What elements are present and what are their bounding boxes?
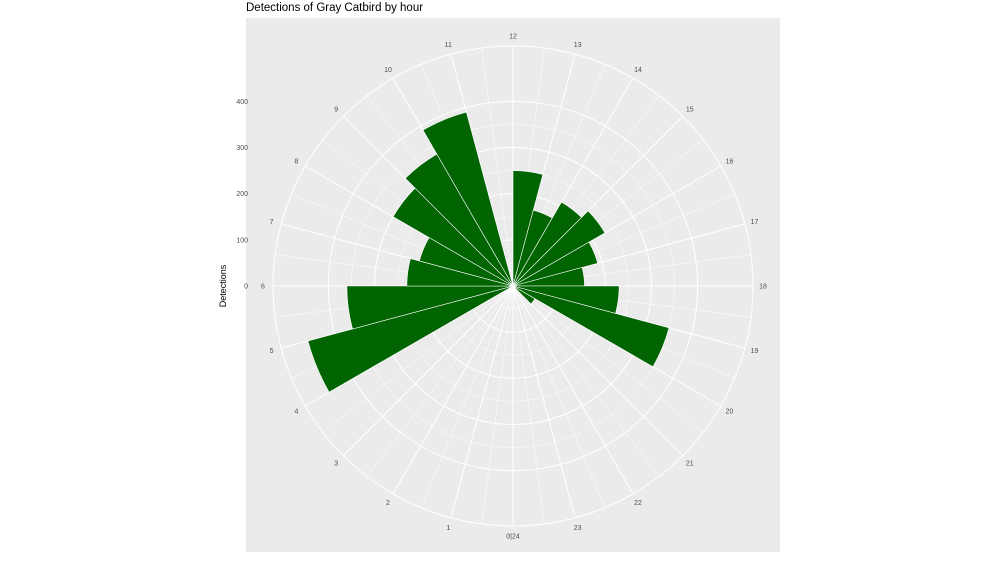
grid-spoke xyxy=(366,285,514,477)
hour-tick-label: 15 xyxy=(686,107,694,114)
hour-tick-label: 23 xyxy=(574,525,582,532)
radial-tick-label: 200 xyxy=(236,191,248,198)
y-axis-label: Detections xyxy=(218,264,228,307)
hour-tick-labels: 0|24123456789101112131415161718192021222… xyxy=(261,34,767,541)
grid-spoke xyxy=(512,285,684,457)
hour-tick-label: 21 xyxy=(686,460,694,467)
hour-tick-label: 5 xyxy=(270,348,274,355)
grid-spoke xyxy=(512,285,634,495)
grid-spoke xyxy=(481,285,514,524)
chart-title: Detections of Gray Catbird by hour xyxy=(246,2,424,14)
grid-spoke xyxy=(342,285,514,457)
hour-tick-label: 9 xyxy=(334,107,338,114)
bar-hour-6 xyxy=(346,285,514,330)
hour-tick-label: 8 xyxy=(295,159,299,166)
grid-spoke xyxy=(512,285,660,477)
bar-hour-16 xyxy=(512,210,606,287)
bars-layer xyxy=(307,111,670,393)
radial-tick-labels: 0 100 200 300 400 xyxy=(236,99,248,291)
hour-tick-label: 12 xyxy=(509,34,517,41)
radial-tick-label: 400 xyxy=(236,99,248,106)
hour-tick-label: 2 xyxy=(386,500,390,507)
hour-tick-label: 11 xyxy=(445,42,452,49)
radial-tick-label: 100 xyxy=(236,237,248,244)
grid-spoke xyxy=(512,285,704,433)
grid-spoke xyxy=(512,285,545,524)
grid-spoke xyxy=(512,285,606,508)
bar-hour-5 xyxy=(307,285,514,393)
hour-tick-label: 19 xyxy=(751,348,759,355)
grid-spoke xyxy=(392,285,514,495)
hour-tick-label: 3 xyxy=(334,460,338,467)
hour-tick-label: 16 xyxy=(726,159,734,166)
bar-hour-11 xyxy=(422,111,514,287)
hour-tick-label: 6 xyxy=(261,284,265,291)
grid-spoke xyxy=(322,285,514,433)
bar-hour-20 xyxy=(512,285,670,368)
hour-tick-label: 4 xyxy=(295,409,299,416)
radial-tick-label: 300 xyxy=(236,145,248,152)
hour-tick-label: 14 xyxy=(634,67,642,74)
grid-spoke xyxy=(512,285,576,518)
hour-tick-label: 18 xyxy=(759,284,767,291)
bar-hour-21 xyxy=(512,285,536,305)
hour-tick-label: 13 xyxy=(574,42,582,49)
grid-spoke xyxy=(420,285,514,508)
hour-tick-label: 22 xyxy=(634,500,642,507)
hour-tick-label: 17 xyxy=(751,219,759,226)
hour-tick-label: 1 xyxy=(446,525,450,532)
hour-tick-label: 0|24 xyxy=(506,534,520,541)
hour-tick-label: 20 xyxy=(726,409,734,416)
hour-tick-label: 10 xyxy=(384,67,392,74)
bar-hour-17 xyxy=(512,241,599,287)
radial-tick-label: 0 xyxy=(244,284,248,291)
grid-spoke xyxy=(450,285,514,518)
grid-spoke xyxy=(481,48,514,287)
hour-tick-label: 7 xyxy=(270,219,274,226)
